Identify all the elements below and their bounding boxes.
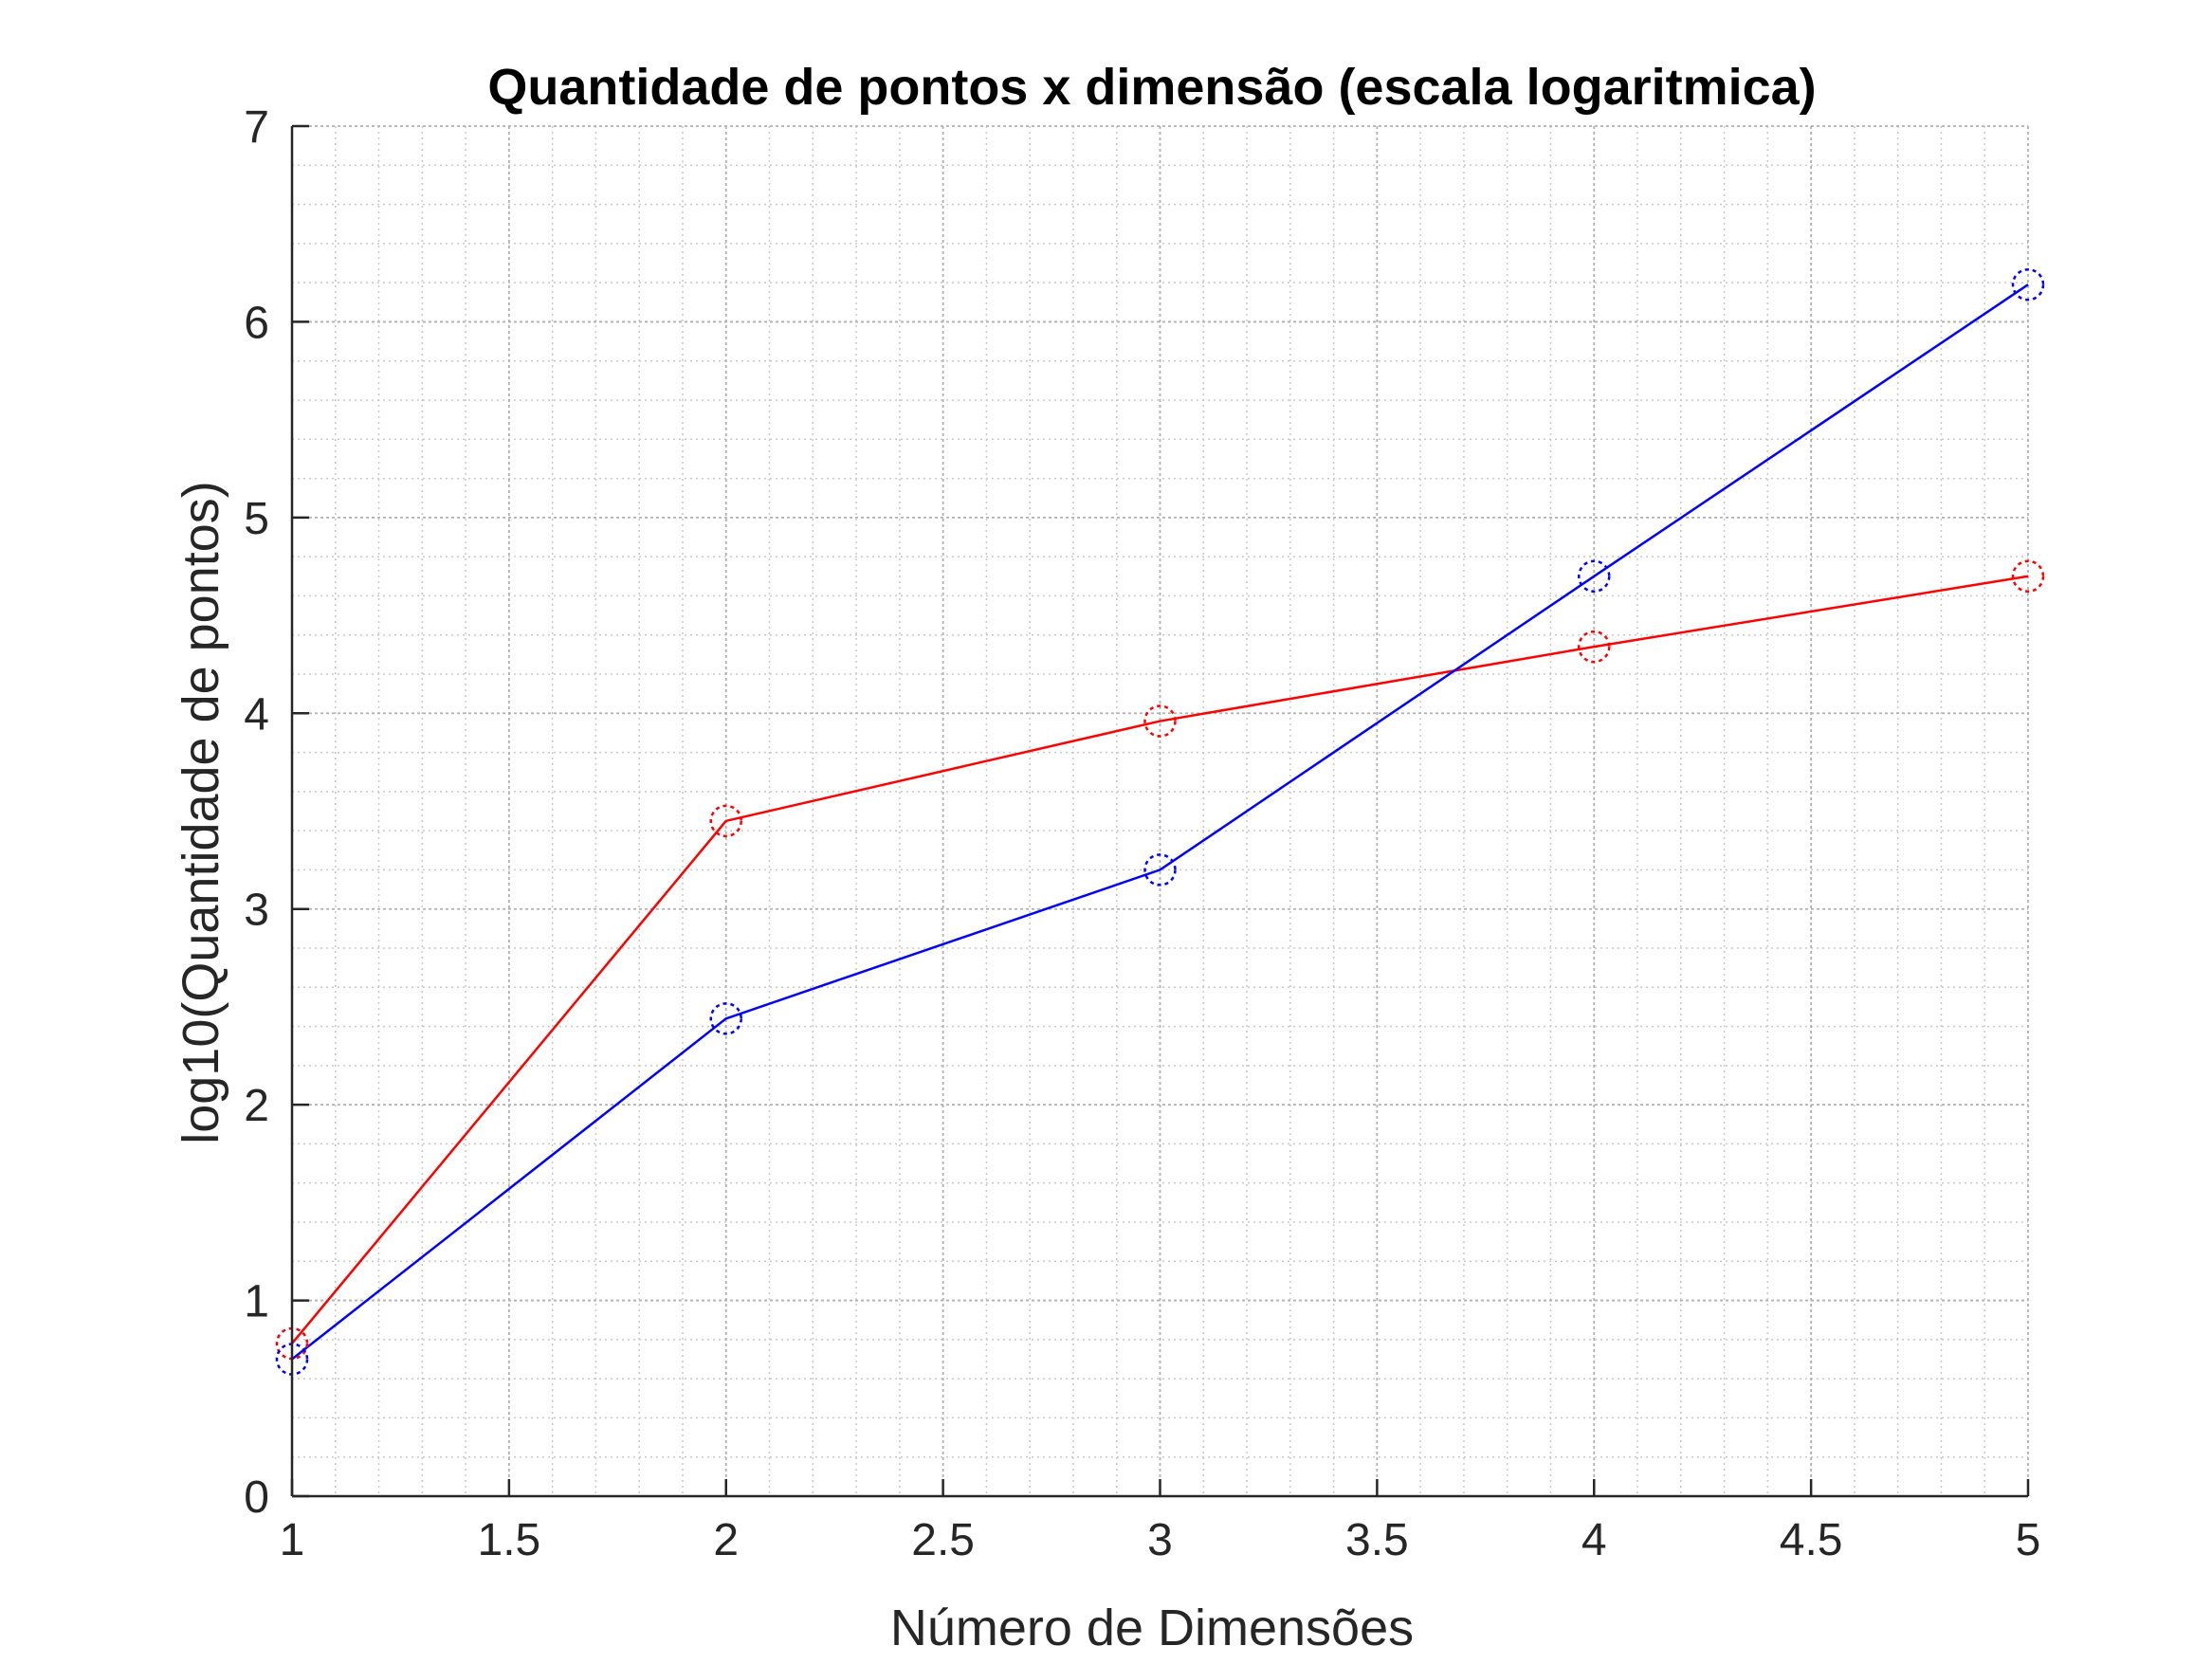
y-tick-label: 0 [244,1472,269,1523]
x-tick-label: 5 [2016,1515,2041,1565]
y-tick-label: 2 [244,1081,269,1131]
series-1-point [1143,704,1177,738]
x-tick-label: 4 [1581,1515,1607,1565]
y-tick-label: 7 [244,102,269,153]
x-tick-label: 2.5 [911,1515,975,1565]
series-markers [275,267,2045,1376]
series-line-1 [291,575,2029,1344]
series-2-point [709,1002,742,1035]
series-1-point [1578,630,1611,664]
y-tick-label: 5 [244,494,269,544]
y-axis-label: log10(Quantidade de pontos) [173,481,229,1144]
x-axis-label: Número de Dimensões [890,1600,1414,1656]
series-2-point [1143,853,1177,887]
x-tick-label: 3 [1147,1515,1173,1565]
series-2-point [2011,267,2045,302]
x-tick-label: 2 [713,1515,739,1565]
series-2-point [1578,559,1611,594]
x-tick-label: 1.5 [478,1515,541,1565]
y-tick-label: 3 [244,886,269,936]
chart-title: Quantidade de pontos x dimensão (escala … [487,59,1816,116]
series-lines [291,283,2029,1361]
series-line-2 [291,283,2029,1361]
series-1-point [709,804,742,838]
x-tick-label: 1 [280,1515,305,1565]
x-tick-label: 3.5 [1345,1515,1409,1565]
y-tick-label: 1 [244,1277,269,1327]
y-tick-label: 4 [244,689,269,740]
y-tick-label: 6 [244,298,269,348]
x-tick-label: 4.5 [1780,1515,1843,1565]
series-1-point [2011,559,2045,594]
